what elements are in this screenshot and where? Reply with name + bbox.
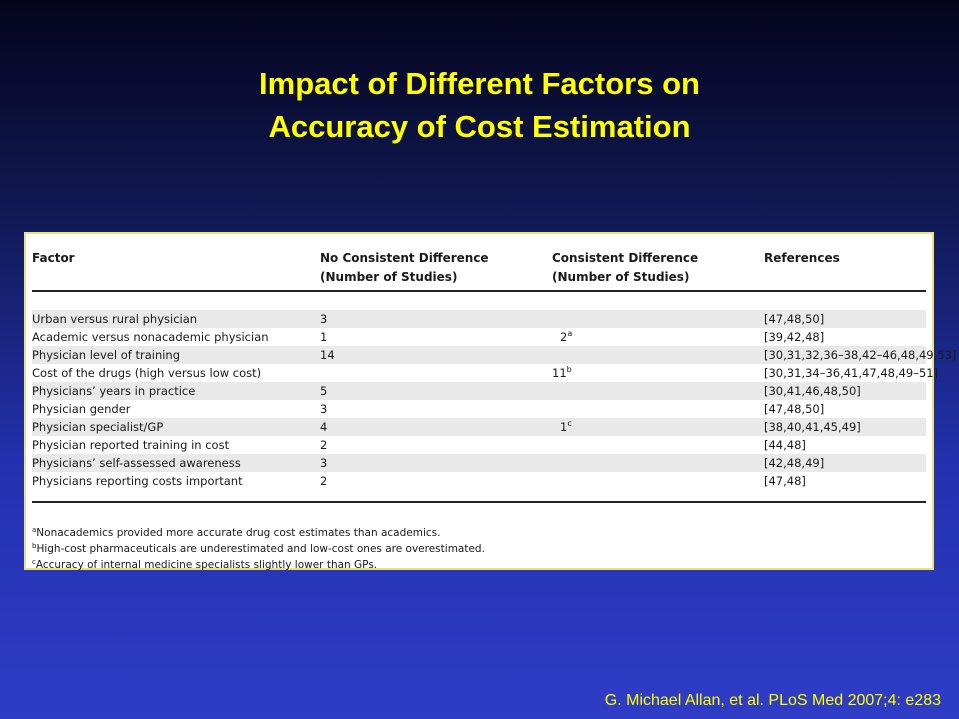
table-row: Physician reported training in cost 2 [44,… (32, 436, 926, 454)
factor-cell: Physician reported training in cost (32, 438, 230, 452)
header-no-consistent-difference: No Consistent Difference (Number of Stud… (320, 251, 489, 284)
references-cell: [30,31,32,36–38,42–46,48,49,53] (764, 348, 957, 362)
footnote: aNonacademics provided more accurate dru… (32, 525, 485, 541)
header-consistent-difference: Consistent Difference (Number of Studies… (552, 251, 699, 284)
references-cell: [30,41,46,48,50] (764, 384, 861, 398)
table-row: Physician level of training 14 [30,31,32,3… (32, 346, 956, 364)
footnote-text: High-cost pharmaceuticals are underestim… (36, 543, 485, 555)
header-factor: Factor (32, 251, 75, 265)
difference-count: 11 (552, 366, 567, 380)
footnote: cAccuracy of internal medicine specialis… (32, 557, 485, 573)
references-cell: [39,42,48] (764, 330, 825, 344)
table-bottom-rule (32, 501, 926, 503)
no-difference-count-cell: 2 (320, 438, 328, 452)
footnote-mark: a (567, 329, 573, 338)
citation: G. Michael Allan, et al. PLoS Med 2007;4… (604, 692, 941, 709)
references-cell: [47,48] (764, 474, 806, 488)
header-references: References (764, 251, 840, 265)
factor-cell: Urban versus rural physician (32, 312, 198, 326)
references-cell: [42,48,49] (764, 456, 825, 470)
no-difference-count-cell: 1 (320, 330, 328, 344)
table-row: Physicians’ years in practice 5 [30,41,46,… (32, 382, 926, 400)
no-difference-count-cell: 3 (320, 312, 328, 326)
footnote-mark: c (567, 419, 572, 428)
references-cell: [30,31,34–36,41,47,48,49–51] (764, 366, 939, 380)
factor-cell: Physicians’ years in practice (32, 384, 196, 398)
footnote-text: Accuracy of internal medicine specialist… (35, 559, 378, 571)
table-row: Physicians’ self-assessed awareness 3 [42,… (32, 454, 926, 472)
table-row: Academic versus nonacademic physician 1 2a… (32, 328, 926, 346)
slide-title: Impact of Different Factors on Accuracy … (0, 62, 959, 148)
factor-cell: Physicians reporting costs important (32, 474, 243, 488)
difference-count-cell: 2a (560, 328, 572, 346)
footnote-mark: b (32, 542, 37, 550)
no-difference-count-cell: 14 (320, 348, 335, 362)
table-body: Urban versus rural physician 3 [47,48,50] A… (32, 310, 956, 490)
table-row: Physician gender 3 [47,48,50] (32, 400, 926, 418)
difference-count-cell: 11b (552, 364, 572, 382)
references-cell: [47,48,50] (764, 402, 825, 416)
table-footnotes: aNonacademics provided more accurate dru… (32, 525, 485, 573)
no-difference-count-cell: 2 (320, 474, 328, 488)
footnote-mark: b (566, 365, 572, 374)
factor-cell: Physician gender (32, 402, 131, 416)
factor-cell: Cost of the drugs (high versus low cost) (32, 366, 262, 380)
table-row: Urban versus rural physician 3 [47,48,50] (32, 310, 926, 328)
difference-count: 2 (560, 330, 568, 344)
table-row: Cost of the drugs (high versus low cost)… (32, 364, 938, 382)
no-difference-count-cell: 5 (320, 384, 328, 398)
references-cell: [47,48,50] (764, 312, 825, 326)
difference-count: 1 (560, 420, 568, 434)
difference-count-cell: 1c (560, 418, 572, 436)
table-top-rule (32, 290, 926, 292)
table-row: Physician specialist/GP 4 1c [38,40,41,45,4… (32, 418, 926, 436)
slide-title-line-1: Impact of Different Factors on (259, 66, 700, 101)
factor-cell: Physician level of training (32, 348, 181, 362)
factor-cell: Physicians’ self-assessed awareness (32, 456, 241, 470)
footnote: bHigh-cost pharmaceuticals are underesti… (32, 541, 485, 557)
no-difference-count-cell: 3 (320, 456, 328, 470)
no-difference-count-cell: 3 (320, 402, 328, 416)
footnote-mark: c (32, 558, 36, 566)
references-cell: [38,40,41,45,49] (764, 420, 861, 434)
factor-cell: Academic versus nonacademic physician (32, 330, 269, 344)
slide-title-line-2: Accuracy of Cost Estimation (268, 109, 691, 144)
factor-cell: Physician specialist/GP (32, 420, 164, 434)
footnote-mark: a (32, 526, 37, 534)
footnote-text: Nonacademics provided more accurate drug… (36, 527, 441, 539)
table-panel: Factor No Consistent Difference (Number … (24, 232, 956, 573)
no-difference-count-cell: 4 (320, 420, 328, 434)
references-cell: [44,48] (764, 438, 806, 452)
table-row: Physicians reporting costs important 2 [47… (32, 472, 926, 490)
